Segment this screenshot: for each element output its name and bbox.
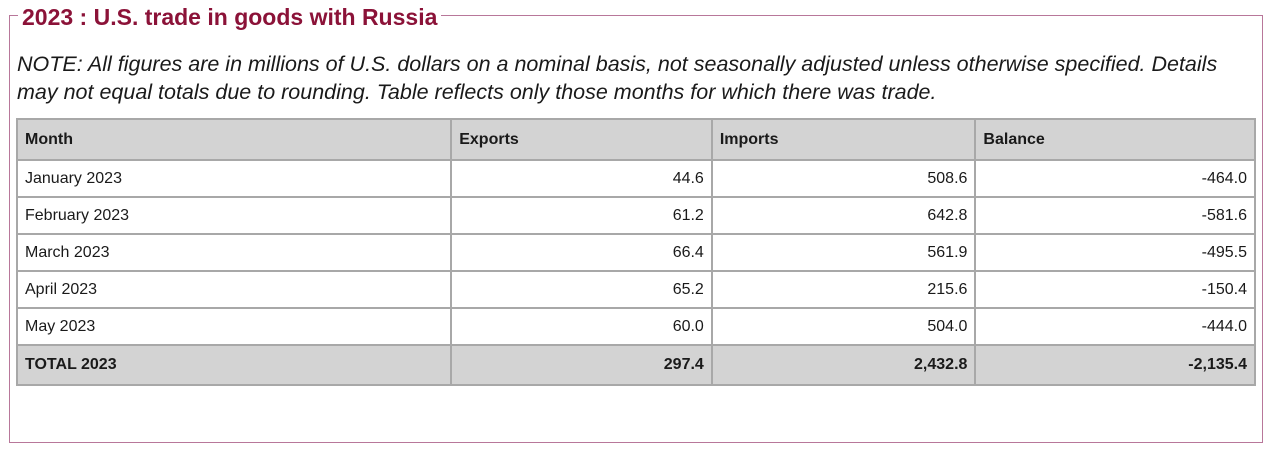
cell-imports: 215.6 [710,270,977,309]
cell-imports: 504.0 [710,307,977,346]
total-imports: 2,432.8 [710,344,977,386]
note-text: NOTE: All figures are in millions of U.S… [17,52,1218,104]
table-row: February 2023 61.2 642.8 -581.6 [15,196,1256,235]
table-row: April 2023 65.2 215.6 -150.4 [15,270,1256,309]
table-row: May 2023 60.0 504.0 -444.0 [15,307,1256,346]
header-month: Month [15,118,453,161]
table-header-row: Month Exports Imports Balance [15,118,1256,161]
header-imports: Imports [710,118,977,161]
total-exports: 297.4 [450,344,713,386]
cell-month: March 2023 [15,233,453,272]
cell-imports: 642.8 [710,196,977,235]
cell-exports: 60.0 [450,307,713,346]
cell-balance: -150.4 [974,270,1256,309]
total-balance: -2,135.4 [974,344,1256,386]
cell-month: April 2023 [15,270,453,309]
header-balance: Balance [974,118,1256,161]
cell-month: February 2023 [15,196,453,235]
cell-month: January 2023 [15,159,453,198]
table-row: March 2023 66.4 561.9 -495.5 [15,233,1256,272]
panel-title: 2023 : U.S. trade in goods with Russia [18,2,442,32]
header-exports: Exports [450,118,713,161]
cell-exports: 61.2 [450,196,713,235]
cell-imports: 561.9 [710,233,977,272]
cell-exports: 65.2 [450,270,713,309]
cell-month: May 2023 [15,307,453,346]
total-label: TOTAL 2023 [15,344,453,386]
cell-exports: 66.4 [450,233,713,272]
cell-imports: 508.6 [710,159,977,198]
cell-balance: -444.0 [974,307,1256,346]
trade-panel [9,15,1263,443]
cell-balance: -464.0 [974,159,1256,198]
cell-balance: -581.6 [974,196,1256,235]
total-row: TOTAL 2023 297.4 2,432.8 -2,135.4 [15,344,1256,386]
cell-balance: -495.5 [974,233,1256,272]
table-row: January 2023 44.6 508.6 -464.0 [15,159,1256,198]
cell-exports: 44.6 [450,159,713,198]
trade-table: Month Exports Imports Balance January 20… [15,118,1256,386]
